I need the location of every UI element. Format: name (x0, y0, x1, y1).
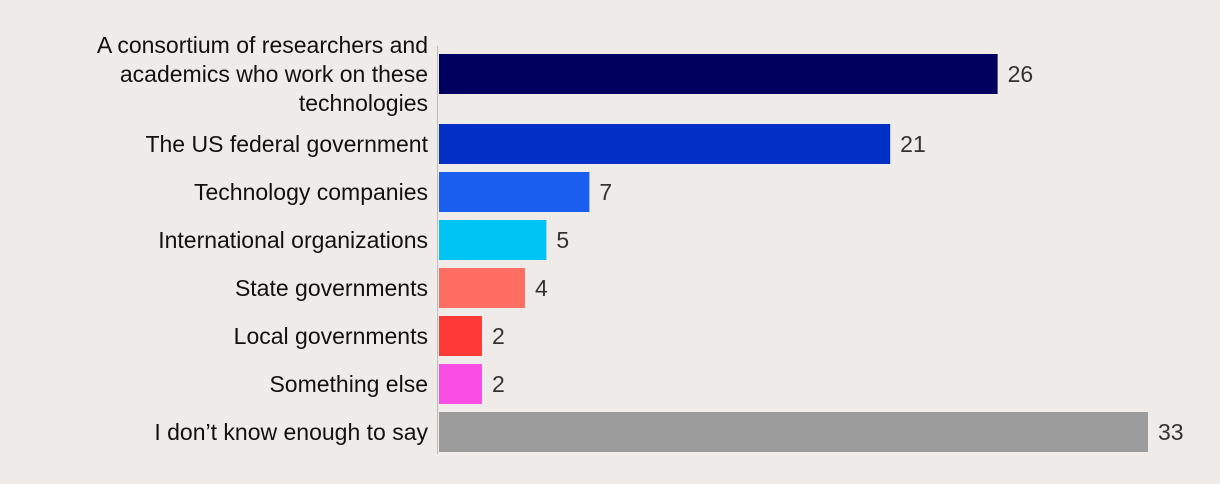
category-labels-group: A consortium of researchers and academics… (97, 32, 429, 445)
category-label-4: State governments (235, 275, 428, 301)
value-labels-group: 26 21 7 54 2 2 33 (492, 61, 1184, 445)
bar-1 (439, 124, 891, 164)
category-label-2: Technology companies (194, 179, 428, 205)
value-label-2: 7 (599, 179, 612, 205)
category-label-3: International organizations (158, 227, 428, 253)
category-label-0-line-0: A consortium of researchers and (97, 32, 428, 58)
category-label-6-line-0: Something else (269, 371, 428, 397)
bar-0 (439, 54, 998, 94)
category-label-1-line-0: The US federal government (145, 131, 428, 157)
category-label-5-line-0: Local governments (234, 323, 428, 349)
bar-2 (439, 172, 590, 212)
category-label-7-line-0: I don’t know enough to say (154, 419, 428, 445)
value-label-5: 2 (492, 323, 505, 349)
bar-5 (439, 316, 482, 356)
value-label-7: 33 (1158, 419, 1184, 445)
value-label-6: 2 (492, 371, 505, 397)
category-label-4-line-0: State governments (235, 275, 428, 301)
category-label-5: Local governments (234, 323, 428, 349)
value-label-4: 4 (535, 275, 548, 301)
bar-7 (439, 412, 1148, 452)
bar-6 (439, 364, 482, 404)
value-label-3: 5 (556, 227, 569, 253)
bar-4 (439, 268, 525, 308)
category-label-3-line-0: International organizations (158, 227, 428, 253)
value-label-0: 26 (1008, 61, 1034, 87)
category-label-1: The US federal government (145, 131, 428, 157)
category-label-6: Something else (269, 371, 428, 397)
value-label-1: 21 (900, 131, 926, 157)
category-label-0: A consortium of researchers and academics… (97, 32, 428, 116)
category-label-2-line-0: Technology companies (194, 179, 428, 205)
category-label-7: I don’t know enough to say (154, 419, 428, 445)
bars-group (439, 54, 1148, 452)
category-label-0-line-2: technologies (299, 90, 428, 116)
category-label-0-line-1: academics who work on these (120, 61, 428, 87)
bar-3 (439, 220, 547, 260)
